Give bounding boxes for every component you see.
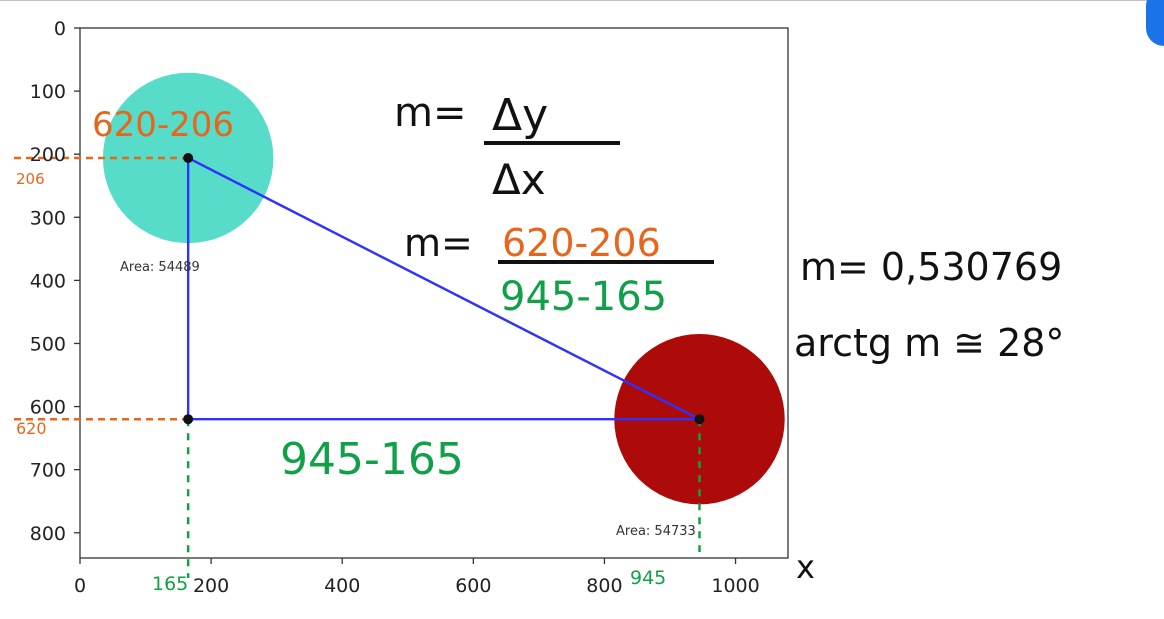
formula-m2-label: m= [404, 221, 473, 265]
x-tick-label: 1000 [711, 575, 759, 597]
x-tick-label: 200 [193, 575, 229, 597]
vertex-point-1 [183, 414, 194, 425]
formula-delta-x: Δx [492, 155, 546, 204]
top-border-line [0, 0, 1164, 1]
points-layer [183, 152, 705, 425]
area-label-bottom: Area: 54733 [616, 524, 696, 539]
y-tick-label: 200 [30, 144, 66, 166]
vertex-point-2 [694, 414, 705, 425]
result-m: m= 0,530769 [800, 245, 1062, 289]
x-tick-label: 400 [324, 575, 360, 597]
annotation-165: 165 [152, 573, 188, 595]
formula-m-label: m= [394, 90, 466, 136]
axis-x-handwritten-mark: x [796, 548, 815, 586]
annotation-945: 945 [630, 567, 666, 589]
y-tick-label: 0 [54, 18, 66, 40]
guide-dashes-layer [14, 156, 701, 578]
y-tick-label: 700 [30, 460, 66, 482]
y-tick-label: 100 [30, 81, 66, 103]
formula-delta-y: Δy [492, 90, 548, 141]
plot-frame [79, 27, 789, 559]
y-tick-label: 500 [30, 333, 66, 355]
y-tick-label: 300 [30, 207, 66, 229]
formula-numerator: 620-206 [502, 221, 661, 265]
area-label-top: Area: 54489 [120, 260, 200, 275]
x-tick-label: 600 [455, 575, 491, 597]
y-tick-label: 600 [30, 397, 66, 419]
annotation-y-diff-top: 620-206 [92, 105, 234, 145]
vertex-point-0 [183, 152, 194, 163]
y-tick-label: 800 [30, 523, 66, 545]
triangle-layer [186, 156, 701, 421]
annotation-x-diff-bottom: 945-165 [280, 434, 464, 485]
corner-button-icon[interactable] [1146, 0, 1164, 46]
x-tick-label: 800 [586, 575, 622, 597]
annotation-620: 620 [16, 419, 47, 438]
formula-denominator: 945-165 [500, 274, 667, 320]
x-tick-label: 0 [74, 575, 86, 597]
triangle-outline [186, 156, 701, 421]
y-tick-label: 400 [30, 270, 66, 292]
annotation-206: 206 [16, 170, 45, 188]
result-arctg: arctg m ≅ 28° [794, 321, 1064, 365]
ticks-layer: 0 200 400 600 800 1000 0 100 200 300 400 500 600 700 8… [30, 18, 760, 597]
